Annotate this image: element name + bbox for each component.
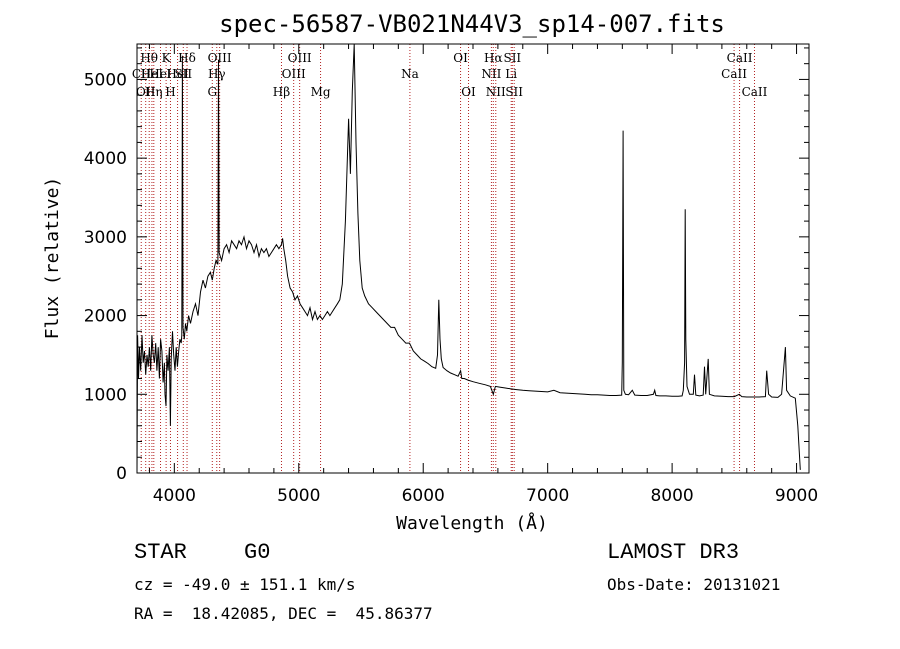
x-tick-label: 4000 <box>153 486 196 506</box>
line-label-21: NII <box>481 67 501 81</box>
line-label-13: OIII <box>208 51 232 65</box>
line-label-23: NII <box>486 85 506 99</box>
y-tick-label: 4000 <box>84 149 127 169</box>
line-label-12: Hγ <box>208 67 226 81</box>
x-tick-label: 6000 <box>402 486 445 506</box>
line-label-9: SII <box>174 67 192 81</box>
y-axis-ticks: 0 1000 2000 3000 4000 5000 <box>84 47 809 484</box>
line-label-26: SII <box>505 85 523 99</box>
coordinates: RA = 18.42085, DEC = 45.86377 <box>134 604 433 623</box>
y-tick-label: 3000 <box>84 228 127 248</box>
x-tick-label: 7000 <box>526 486 569 506</box>
observation-date: Obs-Date: 20131021 <box>607 575 781 594</box>
line-label-25: SII <box>503 51 521 65</box>
line-label-19: OI <box>453 51 468 65</box>
spectrum-line <box>136 43 801 474</box>
line-label-10: Hδ <box>178 51 196 65</box>
line-label-11: G <box>207 85 217 99</box>
spectral-line-labels: CIIOIIHθHeIHηHeIKHHeISIIHδGHγOIIIHβOIIIO… <box>132 51 768 99</box>
spectral-line-markers <box>140 44 755 473</box>
y-tick-label: 0 <box>116 464 127 484</box>
line-label-7: H <box>165 85 175 99</box>
line-label-17: Mg <box>311 85 331 99</box>
plot-frame <box>136 43 810 474</box>
survey-name: LAMOST DR3 <box>607 540 740 565</box>
line-label-29: CaII <box>742 85 768 99</box>
x-tick-label: 5000 <box>277 486 320 506</box>
line-label-22: Hα <box>484 51 503 65</box>
object-class: STAR <box>134 540 187 565</box>
y-axis-label: Flux (relative) <box>42 177 63 340</box>
y-tick-label: 5000 <box>84 70 127 90</box>
line-label-8: HeI <box>166 67 189 81</box>
line-label-6: K <box>162 51 172 65</box>
line-label-18: Na <box>401 67 419 81</box>
x-axis-label: Wavelength (Å) <box>396 512 548 534</box>
line-label-2: Hθ <box>140 51 158 65</box>
y-tick-label: 1000 <box>84 385 127 405</box>
x-axis-ticks: 4000 5000 6000 7000 8000 9000 <box>148 44 818 506</box>
line-label-5: HeI <box>149 67 172 81</box>
chart-title: spec-56587-VB021N44V3_sp14-007.fits <box>219 10 725 38</box>
x-tick-label: 8000 <box>650 486 693 506</box>
line-label-3: HeI <box>141 67 164 81</box>
redshift-velocity: cz = -49.0 ± 151.1 km/s <box>134 575 356 594</box>
line-label-28: CaII <box>727 51 753 65</box>
line-label-15: OIII <box>282 67 306 81</box>
line-label-24: Li <box>505 67 517 81</box>
y-tick-label: 2000 <box>84 307 127 327</box>
x-tick-label: 9000 <box>775 486 818 506</box>
line-label-20: OI <box>461 85 476 99</box>
line-label-16: OIII <box>288 51 312 65</box>
object-subclass: G0 <box>244 540 271 565</box>
line-label-4: Hη <box>145 85 163 99</box>
line-label-14: Hβ <box>273 85 290 99</box>
line-label-27: CaII <box>721 67 747 81</box>
